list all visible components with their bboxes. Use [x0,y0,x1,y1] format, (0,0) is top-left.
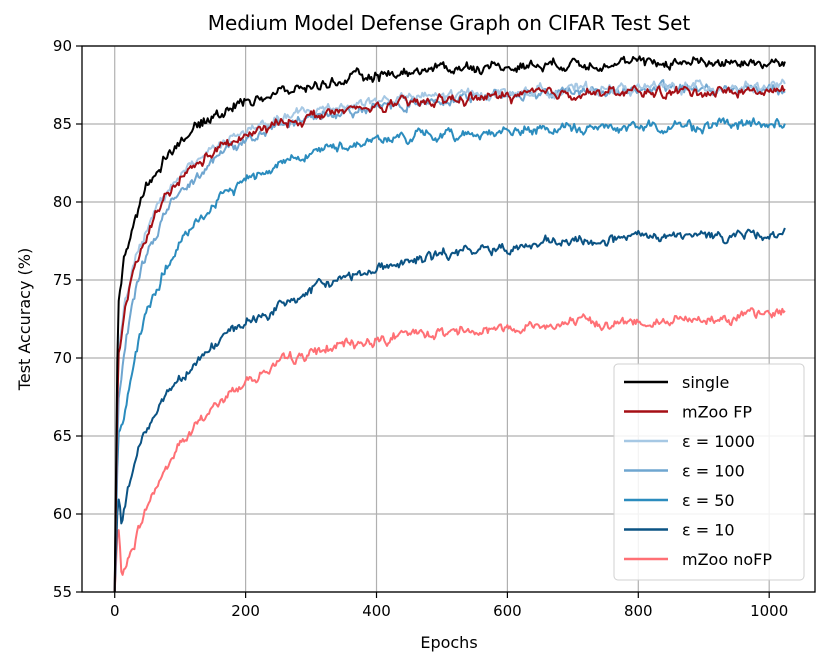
series-line-4 [113,117,786,593]
legend-label: mZoo FP [682,403,752,422]
y-tick-label: 65 [53,427,72,445]
chart-title: Medium Model Defense Graph on CIFAR Test… [208,11,691,35]
y-tick-label: 75 [53,271,72,289]
legend-frame [613,363,805,581]
y-tick-label: 70 [53,349,72,367]
y-axis-label: Test Accuracy (%) [15,248,34,391]
series-lines [113,55,786,593]
x-tick-label: 1000 [750,602,788,620]
y-tick-label: 80 [53,193,72,211]
legend-label: ε = 10 [682,521,735,540]
x-tick-label: 0 [110,602,120,620]
legend: single mZoo FP ε = 1000 ε = 100 ε = 50 ε = 10… [613,363,805,581]
x-tick-label: 200 [231,602,260,620]
legend-label: mZoo noFP [682,550,772,569]
legend-label: single [682,373,729,392]
x-tick-label: 800 [624,602,653,620]
y-tick-label: 85 [53,115,72,133]
series-line-0 [113,55,786,593]
x-tick-label: 400 [362,602,391,620]
legend-label: ε = 100 [682,462,745,481]
series-line-5 [113,227,786,593]
axis-ticks: 0 200 400 600 800 1000 55 60 65 70 75 80 85 90 [53,37,788,620]
y-tick-label: 90 [53,37,72,55]
series-line-1 [113,84,786,593]
series-line-6 [113,307,786,593]
x-axis-label: Epochs [420,633,477,652]
legend-label: ε = 1000 [682,432,755,451]
y-tick-label: 55 [53,583,72,601]
x-tick-label: 600 [493,602,522,620]
legend-label: ε = 50 [682,491,735,510]
y-tick-label: 60 [53,505,72,523]
plot-area-frame [81,45,816,593]
